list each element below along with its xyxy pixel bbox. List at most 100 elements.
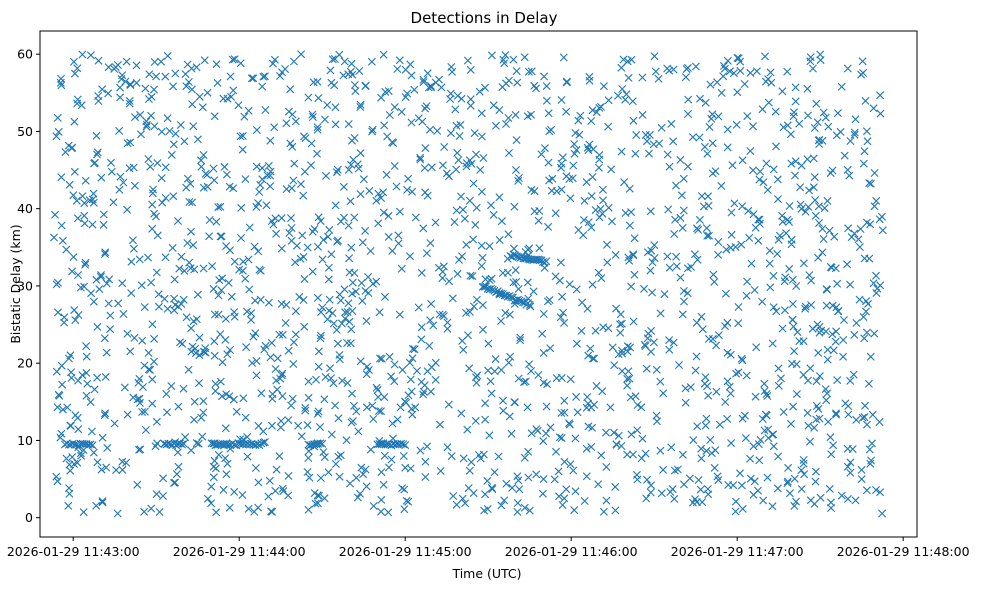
data-point	[565, 419, 574, 428]
data-point	[594, 480, 603, 489]
data-point	[318, 255, 327, 264]
data-point	[539, 258, 547, 266]
data-point	[142, 120, 151, 129]
data-point	[369, 415, 378, 423]
data-point	[214, 450, 223, 459]
data-point	[195, 351, 204, 360]
data-point	[692, 318, 701, 327]
data-point	[54, 308, 62, 317]
data-point	[155, 302, 163, 311]
data-point	[530, 187, 539, 196]
data-point	[356, 103, 365, 111]
data-point	[839, 352, 848, 361]
data-point	[241, 413, 250, 422]
data-point	[271, 365, 280, 373]
data-point	[444, 172, 453, 181]
data-point	[594, 268, 603, 277]
data-point	[333, 165, 342, 174]
data-point	[862, 486, 871, 495]
data-point	[568, 174, 577, 183]
data-point	[86, 51, 95, 60]
data-point	[851, 496, 860, 505]
data-point	[345, 268, 354, 277]
data-point	[193, 135, 202, 144]
data-point	[359, 175, 368, 184]
data-point	[413, 366, 421, 375]
data-point	[806, 364, 815, 373]
data-point	[833, 109, 842, 118]
data-point	[129, 244, 138, 253]
data-point	[228, 55, 237, 64]
data-point	[290, 159, 299, 168]
data-point	[235, 265, 244, 274]
data-point	[414, 303, 423, 312]
data-point	[209, 462, 218, 471]
data-point	[53, 403, 62, 412]
data-point	[399, 452, 408, 460]
data-point	[453, 148, 462, 157]
data-point	[617, 319, 626, 328]
data-point	[544, 222, 553, 231]
data-point	[811, 467, 820, 476]
data-point	[805, 271, 814, 280]
data-point	[478, 282, 487, 291]
data-point	[618, 85, 627, 93]
data-point	[738, 414, 747, 423]
data-point	[282, 300, 291, 309]
data-point	[566, 375, 575, 384]
data-point	[177, 440, 186, 449]
data-point	[195, 92, 204, 101]
data-point	[301, 403, 310, 412]
data-point	[423, 367, 432, 376]
data-point	[366, 445, 375, 454]
data-point	[504, 230, 513, 239]
data-point	[504, 114, 513, 122]
data-point	[814, 253, 823, 262]
data-point	[310, 225, 319, 233]
data-point	[495, 106, 504, 114]
data-point	[609, 428, 618, 437]
data-point	[148, 200, 157, 209]
data-point	[513, 78, 522, 87]
data-point	[733, 88, 742, 97]
data-point	[866, 179, 875, 188]
data-point	[230, 487, 239, 496]
data-point	[377, 407, 385, 416]
data-point	[282, 119, 291, 128]
data-point	[857, 475, 866, 484]
data-point	[161, 163, 170, 172]
data-point	[791, 83, 800, 92]
data-point	[209, 164, 218, 173]
data-point	[295, 292, 304, 301]
data-point	[814, 202, 823, 211]
data-point	[119, 178, 128, 187]
x-tick-label: 2026-01-29 11:45:00	[339, 544, 472, 559]
data-point	[251, 441, 260, 450]
data-point	[198, 103, 207, 112]
data-point	[631, 392, 640, 401]
data-point	[301, 134, 310, 143]
data-point	[331, 120, 340, 129]
data-point	[459, 345, 468, 354]
data-point	[768, 430, 777, 439]
data-point	[761, 52, 769, 61]
data-point	[570, 149, 579, 158]
data-point	[325, 295, 334, 304]
data-point	[390, 377, 399, 386]
data-point	[451, 105, 460, 114]
data-point	[157, 127, 166, 136]
data-point	[787, 240, 796, 249]
data-point	[184, 365, 193, 374]
data-point	[313, 123, 322, 132]
data-point	[362, 482, 371, 491]
data-point	[207, 499, 216, 508]
data-point	[614, 431, 623, 440]
data-point	[684, 95, 693, 104]
data-point	[714, 250, 723, 259]
data-point	[347, 243, 356, 252]
data-point	[125, 164, 134, 173]
data-point	[200, 56, 209, 65]
data-point	[623, 450, 632, 459]
data-point	[542, 402, 551, 411]
data-point	[341, 308, 350, 317]
